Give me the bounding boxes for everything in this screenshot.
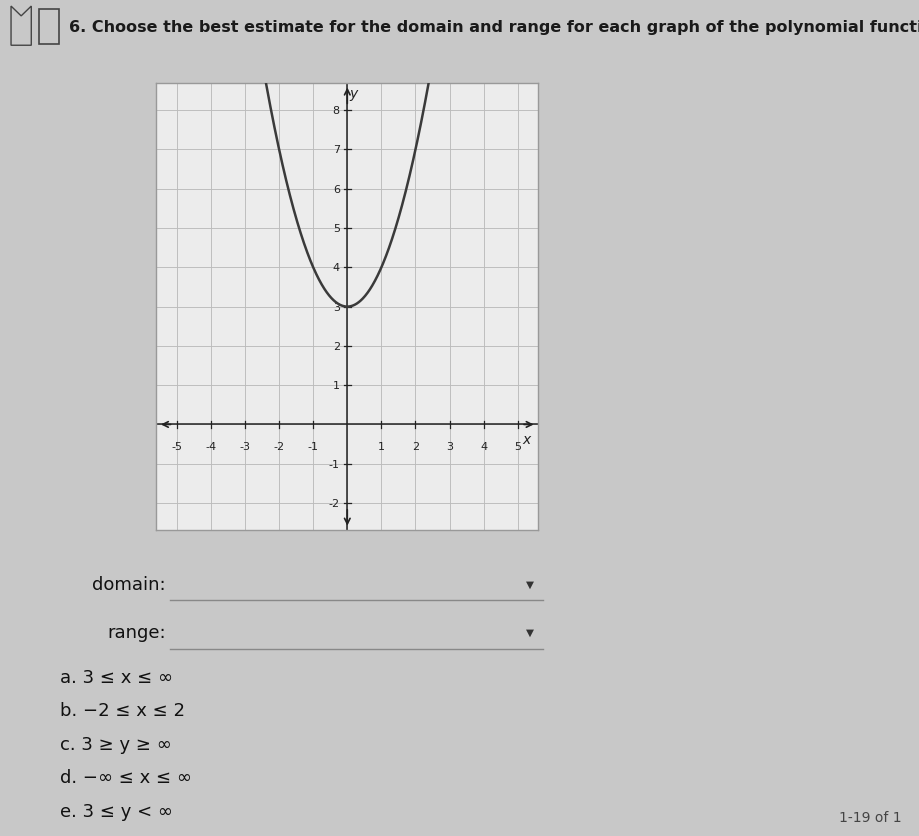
Text: e. 3 ≤ y < ∞: e. 3 ≤ y < ∞ <box>60 802 173 820</box>
Text: range:: range: <box>107 624 165 641</box>
Text: -2: -2 <box>273 441 284 451</box>
Text: 7: 7 <box>333 145 339 155</box>
Text: x: x <box>522 433 530 446</box>
Text: domain:: domain: <box>92 575 165 593</box>
Text: -3: -3 <box>239 441 250 451</box>
Text: -2: -2 <box>328 498 339 508</box>
Text: 4: 4 <box>333 263 339 273</box>
Text: -1: -1 <box>307 441 318 451</box>
Text: ▼: ▼ <box>525 628 533 637</box>
Text: -1: -1 <box>328 459 339 469</box>
Text: 2: 2 <box>333 341 339 351</box>
Text: 1: 1 <box>333 380 339 390</box>
Text: d. −∞ ≤ x ≤ ∞: d. −∞ ≤ x ≤ ∞ <box>60 768 191 787</box>
Text: 6. Choose the best estimate for the domain and range for each graph of the polyn: 6. Choose the best estimate for the doma… <box>69 20 919 34</box>
Text: -4: -4 <box>205 441 216 451</box>
Text: 5: 5 <box>514 441 521 451</box>
Text: 3: 3 <box>446 441 452 451</box>
Text: 2: 2 <box>412 441 418 451</box>
Text: 4: 4 <box>480 441 487 451</box>
Text: 3: 3 <box>333 303 339 312</box>
Text: 6: 6 <box>333 185 339 195</box>
Text: -5: -5 <box>171 441 182 451</box>
Bar <box>39 10 59 44</box>
Text: 1: 1 <box>378 441 384 451</box>
Text: 8: 8 <box>333 106 339 116</box>
Text: ▼: ▼ <box>525 579 533 589</box>
Text: 5: 5 <box>333 224 339 234</box>
Text: y: y <box>349 86 357 100</box>
Text: a. 3 ≤ x ≤ ∞: a. 3 ≤ x ≤ ∞ <box>60 668 173 686</box>
Text: 1-19 of 1: 1-19 of 1 <box>838 810 901 824</box>
Text: b. −2 ≤ x ≤ 2: b. −2 ≤ x ≤ 2 <box>60 701 185 720</box>
Text: c. 3 ≥ y ≥ ∞: c. 3 ≥ y ≥ ∞ <box>60 735 171 753</box>
